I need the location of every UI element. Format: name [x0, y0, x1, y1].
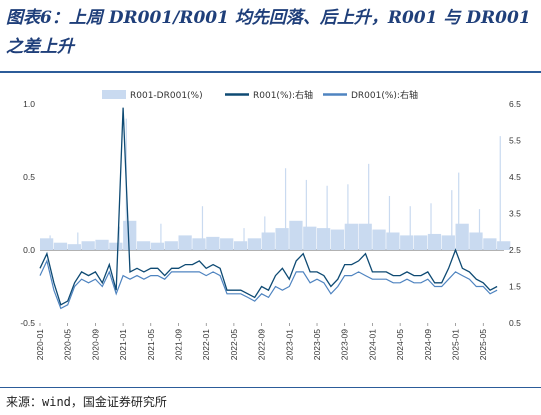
- spread-bar: [275, 228, 289, 250]
- spread-spike: [49, 235, 51, 250]
- x-axis-tick-label: 2022-05: [229, 329, 239, 360]
- x-axis-tick-label: 2023-05: [312, 329, 322, 360]
- spread-bar: [441, 235, 455, 250]
- right-axis-tick-label: 4.5: [509, 172, 521, 182]
- chart-axes: -0.5 0.0 0.5 1.0 0.5 1.5 2.5 3.5 4.5 5.5 6.5 2020-0…: [20, 99, 521, 360]
- spread-spike: [201, 206, 204, 250]
- spread-bar: [330, 229, 345, 250]
- r001-line: [39, 107, 498, 306]
- spread-spike: [458, 172, 460, 250]
- spread-bar: [81, 241, 95, 250]
- source-divider: [0, 387, 541, 388]
- spread-spike: [368, 163, 370, 250]
- spread-bar: [497, 241, 511, 250]
- spread-spike: [451, 190, 453, 250]
- spread-bar: [206, 236, 220, 250]
- spread-spike: [160, 223, 162, 250]
- x-axis-tick-label: 2024-05: [395, 329, 405, 360]
- right-axis-tick-label: 0.5: [509, 318, 521, 328]
- spread-spike: [388, 195, 391, 250]
- spread-bar: [372, 229, 386, 250]
- spread-bar: [178, 235, 192, 250]
- spread-spike: [77, 232, 79, 250]
- x-axis-tick-label: 2024-01: [367, 329, 377, 360]
- right-axis-tick-label: 3.5: [509, 209, 521, 219]
- x-axis-tick-label: 2021-01: [118, 329, 128, 360]
- chart-legend: R001-DR001(%) R001(%):右轴 DR001(%):右轴: [102, 89, 418, 101]
- left-axis-tick-label: -0.5: [20, 318, 35, 328]
- legend-swatch-spread: [102, 90, 126, 99]
- spread-bar: [53, 242, 68, 250]
- spread-bar: [413, 235, 428, 250]
- x-axis-tick-label: 2025-05: [478, 329, 488, 360]
- source-note: 来源：wind，国金证券研究所: [6, 395, 167, 409]
- right-axis-tick-label: 6.5: [509, 99, 521, 109]
- spread-spike: [478, 209, 481, 250]
- legend-label: R001(%):右轴: [253, 89, 313, 101]
- spread-bar: [469, 232, 483, 250]
- spread-bar: [109, 242, 123, 250]
- spread-bar: [427, 233, 442, 250]
- spread-bar: [150, 242, 165, 250]
- spread-bar: [123, 220, 137, 250]
- spread-bar: [358, 223, 372, 250]
- chart: -0.5 0.0 0.5 1.0 0.5 1.5 2.5 3.5 4.5 5.5 6.5 2020-0…: [20, 89, 521, 360]
- spread-bar: [233, 241, 248, 250]
- spread-bars: [40, 118, 511, 250]
- spread-spike: [347, 184, 349, 250]
- spread-bar: [164, 241, 178, 250]
- spread-bar: [386, 232, 400, 250]
- left-axis-tick-label: 0.5: [23, 172, 35, 182]
- spread-bar: [67, 244, 81, 250]
- right-axis-tick-label: 1.5: [509, 282, 521, 292]
- x-axis-tick-label: 2021-05: [146, 329, 156, 360]
- spread-bar: [261, 232, 275, 250]
- spread-bar: [483, 238, 497, 250]
- spread-bar: [400, 235, 414, 250]
- spread-spike: [499, 136, 501, 250]
- x-axis-tick-label: 2021-09: [174, 329, 184, 360]
- spread-bar: [247, 238, 262, 250]
- left-axis-tick-label: 0.0: [23, 245, 35, 255]
- title-divider: [0, 71, 541, 73]
- x-axis-tick-label: 2023-01: [284, 329, 294, 360]
- spread-spike: [118, 226, 120, 250]
- spread-spike: [305, 179, 307, 250]
- spread-spike: [409, 206, 411, 250]
- spread-spike: [264, 216, 266, 250]
- spread-bar: [136, 241, 151, 250]
- spread-bar: [220, 238, 234, 250]
- x-axis-tick-label: 2020-01: [35, 329, 45, 360]
- left-axis-tick-label: 1.0: [23, 99, 35, 109]
- x-axis-tick-label: 2020-09: [90, 329, 100, 360]
- x-axis-tick-label: 2023-09: [340, 329, 350, 360]
- x-axis-tick-label: 2022-09: [257, 329, 267, 360]
- spread-bar: [289, 220, 303, 250]
- spread-spike: [284, 168, 287, 250]
- spread-spike: [243, 228, 245, 250]
- spread-bar: [95, 239, 109, 250]
- spread-bar: [455, 223, 469, 250]
- x-axis-tick-label: 2024-09: [423, 329, 433, 360]
- x-axis-tick-label: 2020-05: [63, 329, 73, 360]
- x-axis-tick-label: 2022-01: [201, 329, 211, 360]
- right-axis-tick-label: 2.5: [509, 245, 521, 255]
- legend-label: R001-DR001(%): [130, 91, 203, 101]
- spread-spike: [430, 203, 432, 250]
- spread-bar: [192, 238, 206, 250]
- spread-bar: [40, 238, 54, 250]
- spread-spike: [326, 185, 328, 250]
- legend-label: DR001(%):右轴: [351, 89, 418, 101]
- spread-bar: [303, 226, 317, 250]
- spread-bar: [317, 228, 331, 250]
- figure-title: 图表6：上周 DR001/R001 均先回落、后上升，R001 与 DR001 …: [6, 8, 531, 57]
- spread-bar: [344, 223, 358, 250]
- dr001-line: [39, 259, 498, 310]
- x-axis-tick-label: 2025-01: [451, 329, 461, 360]
- right-axis-tick-label: 5.5: [509, 136, 521, 146]
